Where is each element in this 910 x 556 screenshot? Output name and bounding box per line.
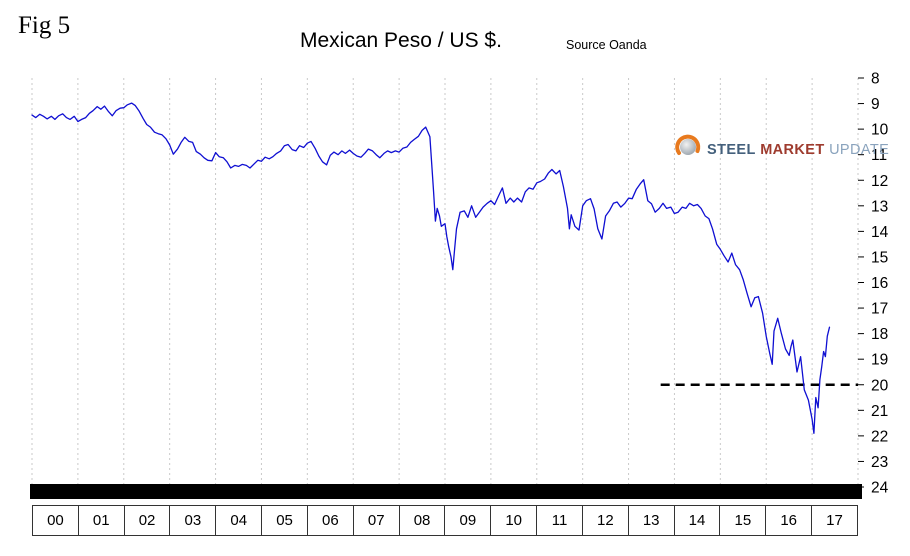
steel-market-update-logo: STEEL MARKET UPDATE: [674, 133, 889, 166]
y-axis-label: 23: [871, 454, 888, 471]
x-axis-year-label: 03: [169, 505, 217, 536]
y-axis-label: 12: [871, 173, 888, 190]
logo-text: STEEL MARKET UPDATE: [707, 141, 889, 159]
x-axis-year-label: 06: [306, 505, 354, 536]
y-axis-label: 22: [871, 428, 888, 445]
x-axis-year-label: 00: [32, 505, 79, 536]
y-axis-label: 24: [871, 480, 889, 497]
y-axis-label: 13: [871, 198, 888, 215]
logo-word-steel: STEEL: [707, 141, 756, 158]
x-axis-year-row: 00 01 02 03 04 05 06 07 08 09 10 11 12 13 14 15 16 17: [32, 505, 858, 536]
y-axis-label: 10: [871, 122, 889, 139]
x-axis-year-label: 07: [352, 505, 400, 536]
logo-word-update: UPDATE: [829, 141, 890, 158]
x-axis-year-label: 16: [765, 505, 813, 536]
y-axis-label: 15: [871, 249, 888, 266]
y-axis-label: 18: [871, 326, 888, 343]
y-axis-label: 8: [871, 71, 880, 88]
logo-swoosh-icon: [674, 133, 702, 166]
logo-word-market: MARKET: [760, 141, 825, 158]
x-axis-year-label: 12: [581, 505, 629, 536]
y-axis-label: 9: [871, 96, 880, 113]
figure-label: Fig 5: [18, 12, 71, 39]
x-axis-year-label: 02: [123, 505, 171, 536]
y-axis-label: 11: [871, 147, 887, 164]
x-axis-year-label: 15: [719, 505, 767, 536]
x-axis-year-label: 14: [673, 505, 721, 536]
y-axis-label: 20: [871, 377, 889, 394]
x-axis-year-label: 10: [490, 505, 538, 536]
x-axis-year-label: 04: [215, 505, 263, 536]
y-axis-label: 14: [871, 224, 889, 241]
x-axis-year-label: 09: [444, 505, 492, 536]
x-axis-year-label: 17: [811, 505, 858, 536]
y-axis-label: 16: [871, 275, 888, 292]
x-axis-year-label: 11: [536, 505, 583, 536]
x-axis-year-label: 05: [261, 505, 308, 536]
x-axis-year-label: 08: [398, 505, 446, 536]
bottom-bar: [30, 484, 862, 499]
y-axis-label: 21: [871, 403, 888, 420]
y-axis-label: 17: [871, 301, 888, 318]
chart-source: Source Oanda: [566, 38, 647, 52]
price-line: [31, 102, 831, 434]
chart-title: Mexican Peso / US $.: [300, 29, 502, 52]
y-axis-label: 19: [871, 352, 888, 369]
x-axis-year-label: 13: [627, 505, 675, 536]
x-axis-year-label: 01: [77, 505, 125, 536]
